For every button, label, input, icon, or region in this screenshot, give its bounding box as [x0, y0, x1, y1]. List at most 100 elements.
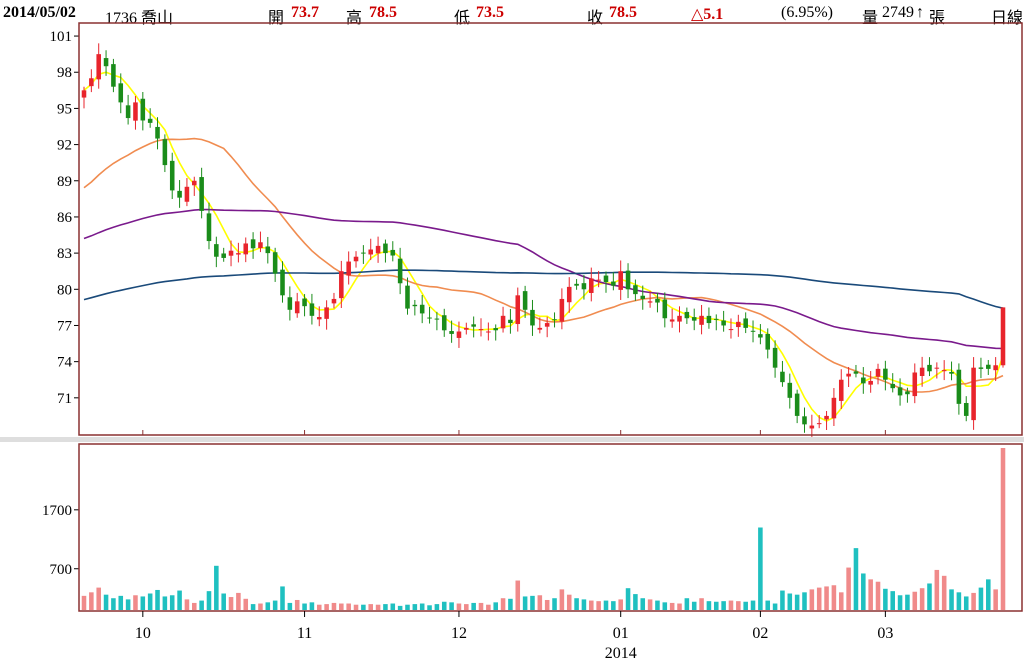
month-label: 02 — [752, 625, 768, 642]
candle-body — [89, 78, 94, 87]
candle-body — [155, 126, 160, 139]
candle-body — [559, 298, 565, 322]
candle — [581, 274, 587, 300]
candle-body — [397, 258, 403, 284]
candle — [537, 317, 543, 334]
candle-body — [339, 271, 344, 299]
candle — [618, 260, 623, 300]
volume-bar — [89, 592, 94, 610]
candle — [721, 310, 726, 332]
volume-bar — [853, 548, 859, 610]
candle — [118, 73, 124, 114]
change-percent: (6.95%) — [781, 4, 833, 21]
price-tick-label: 101 — [50, 29, 73, 45]
candle-body — [133, 102, 138, 121]
candle-body — [530, 309, 535, 326]
month-label: 10 — [135, 625, 151, 642]
volume-bar — [272, 600, 278, 610]
candle — [596, 270, 601, 288]
candle-body — [963, 402, 969, 416]
candlesticks — [81, 43, 1006, 439]
candle — [919, 356, 925, 387]
candle-body — [412, 304, 418, 307]
candle — [103, 50, 109, 76]
candle — [993, 357, 998, 382]
ma120-line — [83, 269, 1004, 309]
candle — [655, 292, 660, 313]
candle — [603, 271, 609, 293]
candle — [339, 260, 344, 309]
volume-bar — [890, 591, 895, 610]
candle — [272, 247, 278, 282]
volume-bar — [486, 604, 491, 610]
candle — [912, 363, 918, 404]
month-label: 01 — [613, 625, 629, 642]
candle-body — [206, 213, 212, 242]
volume-bar — [133, 595, 138, 610]
candle-body — [699, 315, 704, 325]
volume-bar — [265, 602, 271, 610]
candle-body — [353, 256, 359, 262]
candle — [169, 152, 175, 200]
volume-bar — [669, 602, 675, 610]
volume-bar — [383, 604, 388, 610]
volume-bar — [412, 604, 418, 610]
volume-bar — [456, 603, 462, 610]
volume-bar — [566, 594, 572, 610]
candle-body — [294, 301, 300, 314]
candle — [361, 245, 366, 264]
volume-bar — [500, 598, 506, 610]
candle-body — [464, 327, 469, 330]
candle — [243, 237, 249, 263]
volume-bar — [809, 589, 815, 610]
volume-bar — [103, 594, 109, 610]
volume-bar — [927, 583, 932, 610]
candle-body — [265, 246, 271, 254]
candle-body — [846, 373, 851, 377]
candle — [96, 43, 101, 89]
candle-body — [192, 180, 197, 186]
volume-bar — [493, 602, 498, 610]
candle-body — [118, 83, 124, 103]
volume-bar — [633, 594, 638, 610]
ma60-line — [83, 208, 1004, 350]
volume-bar — [743, 601, 748, 610]
price-tick-label: 71 — [57, 391, 72, 407]
candle-body — [309, 303, 315, 316]
candle — [684, 307, 690, 324]
volume-tick-label: 700 — [50, 562, 73, 578]
candle-body — [655, 298, 660, 303]
candle-body — [434, 318, 440, 320]
candle-body — [986, 364, 991, 369]
quote-date: 2014/05/02 — [3, 4, 76, 21]
volume-bar — [706, 601, 712, 610]
candle-body — [287, 297, 293, 310]
volume-bar — [919, 588, 925, 610]
candle-body — [544, 323, 550, 327]
candle — [794, 389, 800, 424]
candle — [140, 91, 146, 131]
candle-body — [81, 90, 87, 98]
candle-body — [103, 58, 109, 67]
price-grid — [74, 35, 79, 399]
ma5-line — [83, 71, 1004, 422]
candle — [331, 292, 337, 309]
volume-bar — [611, 601, 616, 610]
candle — [236, 242, 241, 263]
candle-body — [361, 252, 366, 254]
candle — [397, 247, 403, 295]
price-tick-label: 92 — [57, 138, 72, 154]
price-tick-label: 80 — [57, 282, 72, 298]
candle — [478, 318, 484, 337]
volume-bar — [169, 595, 175, 610]
volume-bar — [758, 527, 763, 610]
volume-bar — [787, 593, 793, 610]
candle-body — [684, 311, 690, 319]
volume-bar — [250, 604, 256, 610]
candle — [559, 288, 565, 330]
price-tick-label: 95 — [57, 101, 72, 117]
candle — [177, 180, 182, 208]
candle-body — [669, 319, 675, 322]
candle — [750, 320, 756, 343]
volume-bar — [978, 587, 984, 610]
